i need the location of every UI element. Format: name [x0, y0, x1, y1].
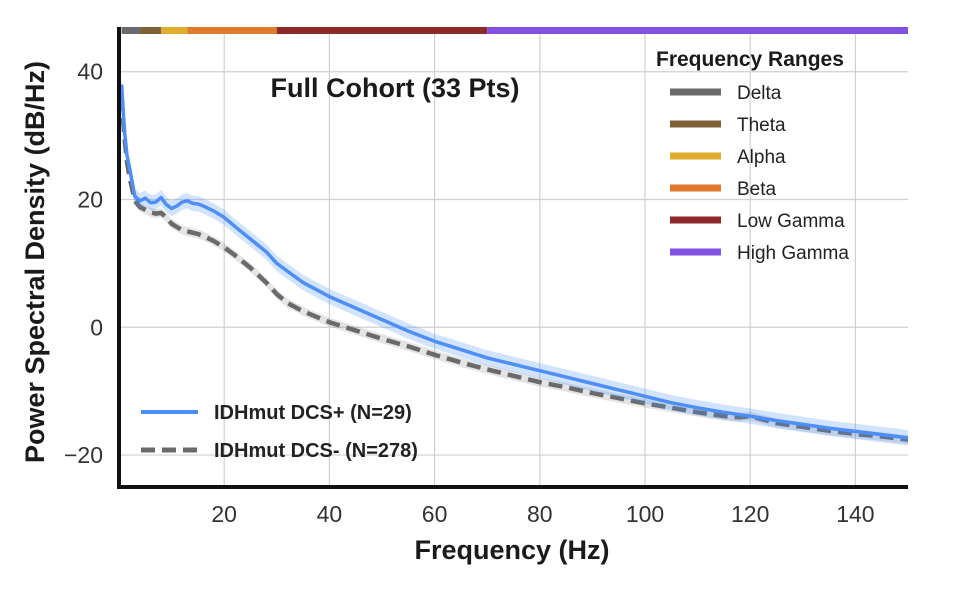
band-strip-low-gamma [276, 27, 488, 34]
band-strip-delta [121, 27, 141, 34]
series-layer [119, 76, 909, 446]
legend-label-low-gamma: Low Gamma [737, 211, 845, 232]
series-legend: IDHmut DCS+ (N=29) IDHmut DCS- (N=278) [141, 402, 418, 462]
x-tick-label: 80 [527, 501, 553, 527]
y-tick-label: 40 [77, 59, 103, 85]
chart-title: Full Cohort (33 Pts) [271, 73, 520, 103]
series-legend-label-dcs-minus: IDHmut DCS- (N=278) [214, 440, 418, 462]
legend-label-beta: Beta [737, 179, 777, 200]
legend-label-alpha: Alpha [737, 147, 786, 168]
x-tick-label: 120 [731, 501, 769, 527]
frequency-legend: Delta Theta Alpha Beta Low Gamma High Gamma [670, 83, 849, 264]
x-tick-label: 60 [422, 501, 448, 527]
band-strip-beta [187, 27, 277, 34]
frequency-band-strip [121, 27, 908, 34]
band-strip-theta [140, 27, 162, 34]
x-tick-label: 20 [211, 501, 237, 527]
grid [119, 27, 908, 487]
y-tick-label: −20 [64, 442, 103, 468]
x-tick-label: 40 [317, 501, 343, 527]
axes [117, 27, 908, 489]
y-axis-title: Power Spectral Density (dB/Hz) [20, 61, 50, 463]
x-tick-label: 140 [836, 501, 874, 527]
legend-label-delta: Delta [737, 83, 782, 104]
confidence-band-dcs-minus [121, 92, 909, 445]
series-line-dcs-plus [119, 84, 909, 440]
legend-label-high-gamma: High Gamma [737, 243, 849, 264]
x-axis-title: Frequency (Hz) [414, 535, 609, 565]
band-strip-alpha [161, 27, 188, 34]
tick-labels: 20 40 60 80 100 120 140 40 20 0 −20 [64, 59, 875, 527]
confidence-band-dcs-plus [121, 76, 909, 446]
legend-label-theta: Theta [737, 115, 786, 136]
series-legend-label-dcs-plus: IDHmut DCS+ (N=29) [214, 402, 412, 424]
frequency-legend-title: Frequency Ranges [656, 48, 844, 71]
y-tick-label: 0 [90, 314, 103, 340]
band-strip-high-gamma [487, 27, 908, 34]
x-tick-label: 100 [626, 501, 664, 527]
series-line-dcs-minus [119, 97, 909, 442]
y-tick-label: 20 [77, 187, 103, 213]
